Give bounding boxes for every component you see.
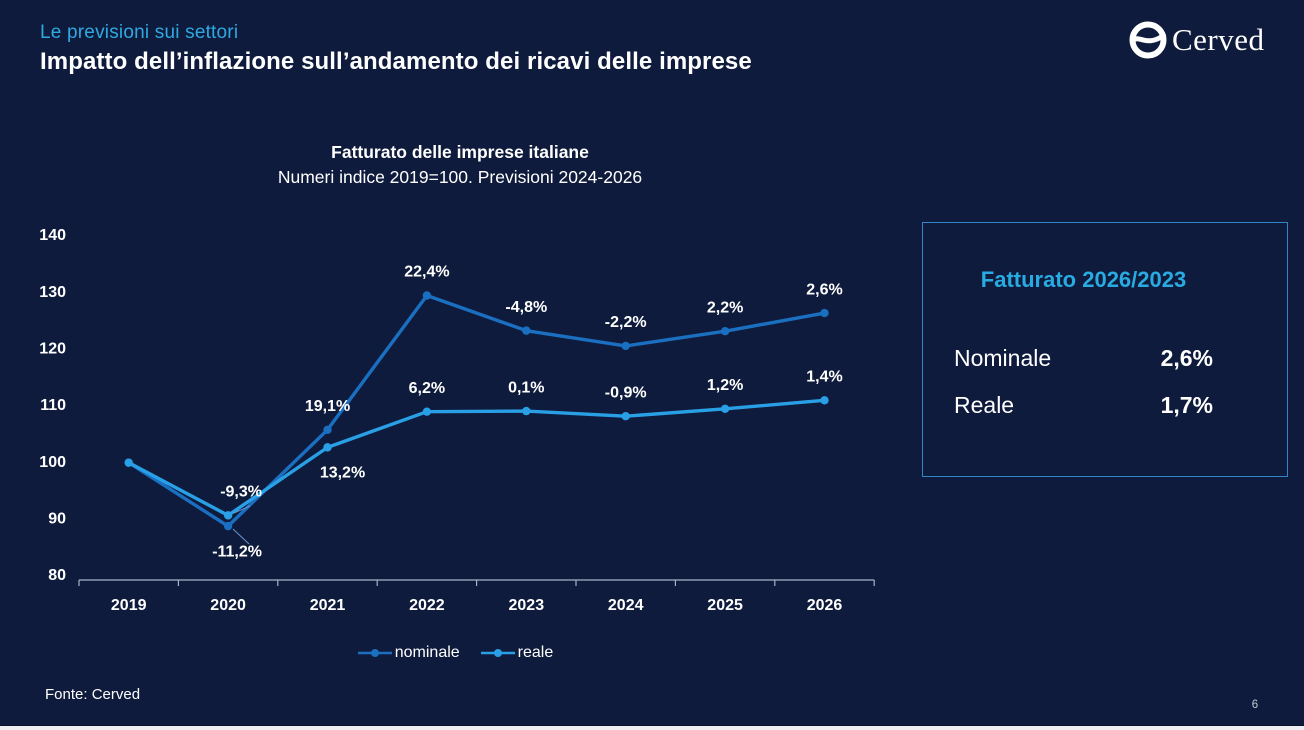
nominale-value-label: 19,1% [305, 398, 350, 415]
reale-value-label: -9,3% [220, 484, 262, 501]
x-tick-label: 2026 [807, 597, 843, 614]
summary-label-nominale: Nominale [954, 345, 1052, 371]
nominale-point [323, 425, 332, 434]
reale-point [820, 396, 829, 405]
reale-value-label: 6,2% [409, 380, 445, 397]
summary-box: Fatturato 2026/2023 Nominale 2,6% Reale … [922, 222, 1288, 477]
reale-value-label: 13,2% [320, 465, 365, 482]
nominale-point [223, 521, 233, 531]
reale-value-label: -0,9% [605, 384, 647, 401]
reale-point [522, 406, 531, 416]
summary-value-nominale: 2,6% [1160, 345, 1213, 371]
reale-point [124, 458, 133, 467]
page-title: Impatto dell’inflazione sull’andamento d… [40, 48, 752, 75]
nominale-point [720, 327, 730, 336]
summary-box-title: Fatturato 2026/2023 [980, 267, 1187, 292]
legend-item-nominale: nominale [357, 644, 460, 662]
x-tick-label: 2021 [310, 597, 346, 614]
x-tick-label: 2020 [210, 597, 246, 614]
x-tick-label: 2025 [707, 597, 743, 614]
nominale-point [820, 308, 829, 318]
cerved-swirl-icon [1129, 21, 1167, 59]
x-tick-label: 2019 [111, 597, 147, 614]
chart-title: Fatturato delle imprese italiane [331, 142, 589, 162]
summary-row-nominale: Nominale 2,6% [954, 345, 1213, 372]
chart-legend: nominale reale [10, 644, 900, 662]
nominale-line [126, 293, 827, 528]
y-tick-label: 100 [39, 454, 66, 471]
chart-title-block: Fatturato delle imprese italiane Numeri … [10, 142, 910, 188]
nominale-line-marker-icon [357, 649, 392, 657]
y-tick-label: 110 [40, 397, 66, 414]
nominale-value-label: -2,2% [605, 314, 647, 331]
reale-value-label: 1,4% [806, 369, 842, 386]
cerved-logo: Cerved [1128, 20, 1265, 60]
reale-point [720, 404, 730, 414]
summary-value-reale: 1,7% [1160, 392, 1213, 418]
legend-label-reale: reale [517, 644, 554, 661]
summary-row-reale: Reale 1,7% [954, 392, 1213, 419]
reale-point [422, 407, 432, 416]
nominale-point [422, 291, 432, 300]
x-tick-label: 2022 [409, 597, 445, 614]
nominale-point [522, 326, 531, 335]
y-tick-label: 90 [48, 511, 66, 528]
y-tick-label: 120 [39, 341, 66, 358]
reale-point [323, 443, 332, 452]
summary-label-reale: Reale [954, 392, 1015, 418]
x-tick-label: 2023 [509, 597, 545, 614]
slide-eyebrow: Le previsioni sui settori [40, 22, 239, 43]
nominale-value-label: 2,2% [707, 299, 743, 316]
revenue-index-line-chart: 80 90 100 110 120 130 140 2019 2020 2021 2022 2023 2… [39, 227, 875, 614]
reale-point [621, 412, 630, 421]
legend-label-nominale: nominale [394, 644, 460, 661]
reale-point [223, 511, 233, 520]
label-leader-line [232, 528, 250, 545]
source-note: Fonte: Cerved [45, 686, 141, 703]
nominale-value-label: 2,6% [806, 281, 842, 298]
reale-value-label: 0,1% [508, 379, 544, 396]
reale-value-label: 1,2% [707, 377, 743, 394]
chart-subtitle: Numeri indice 2019=100. Previsioni 2024-… [277, 167, 643, 187]
slide-bottom-edge [0, 725, 1304, 730]
nominale-point [621, 341, 630, 351]
reale-line [126, 398, 827, 518]
label-leader-line [233, 505, 251, 514]
brand-name: Cerved [1172, 22, 1265, 57]
y-tick-label: 140 [39, 227, 66, 244]
y-tick-label: 130 [39, 284, 66, 301]
legend-item-reale: reale [480, 644, 554, 662]
x-tick-label: 2024 [608, 597, 644, 614]
reale-line-marker-icon [480, 649, 515, 657]
nominale-value-label: -11,2% [212, 543, 262, 560]
nominale-value-label: 22,4% [404, 264, 449, 281]
y-tick-label: 80 [48, 567, 66, 584]
nominale-value-label: -4,8% [505, 299, 547, 316]
page-number: 6 [1251, 699, 1259, 711]
